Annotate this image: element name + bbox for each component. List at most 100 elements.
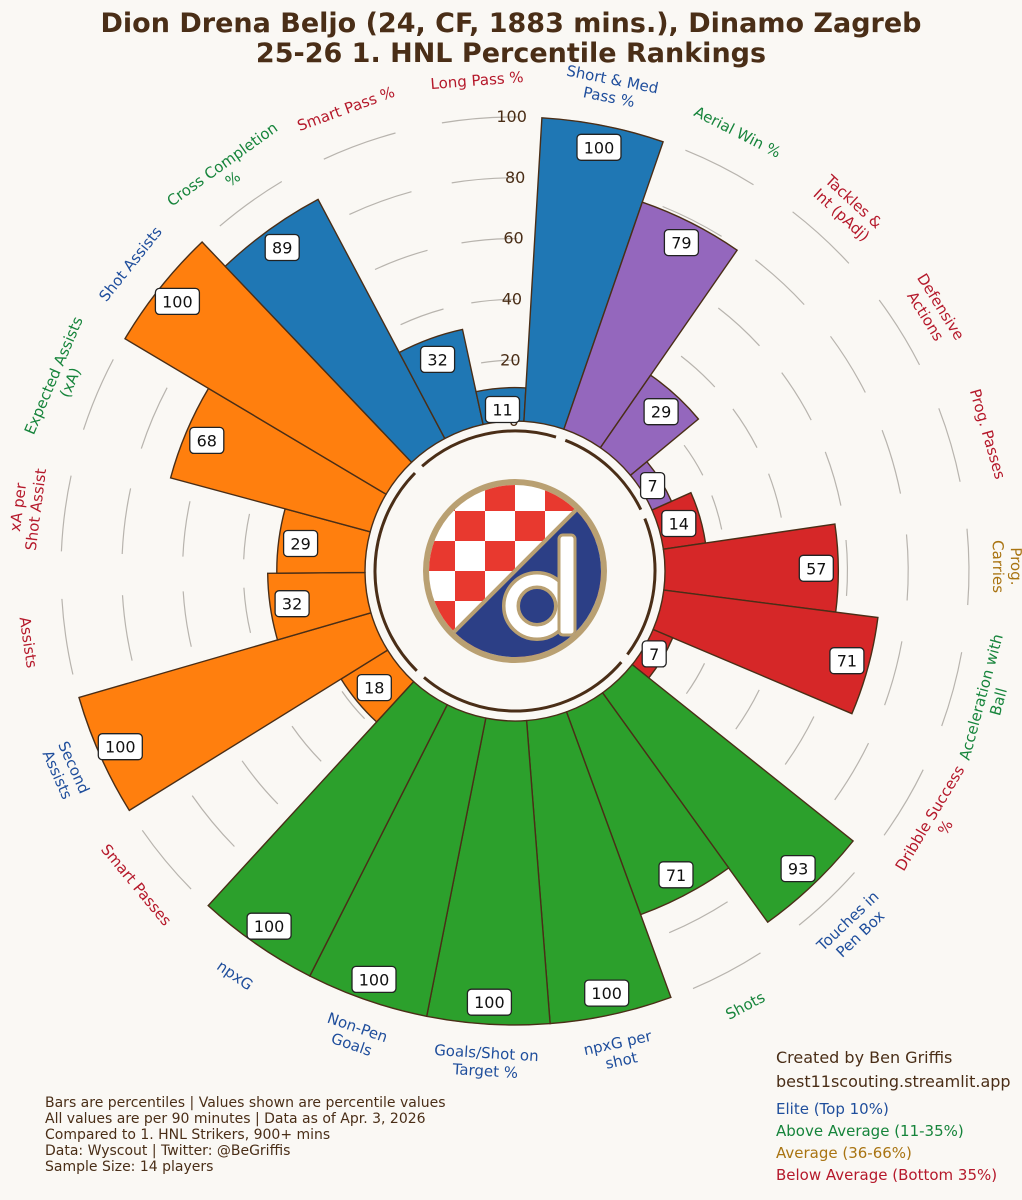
bar-short-med-pass- [523, 117, 664, 431]
value-label: 7 [649, 645, 659, 664]
grid-arc [182, 501, 191, 557]
value-label: 100 [474, 993, 505, 1012]
metric-label: Smart Passes [97, 841, 175, 930]
value-labels: 14 57 71 7 93 71 100 100 100 100 18 100 32 29 68 100 89 3… [97, 133, 865, 1016]
grid-arc [662, 205, 722, 237]
grid-arc [905, 534, 909, 601]
grid-arc [182, 591, 192, 647]
grid-arc [735, 689, 760, 730]
value-label-box [274, 590, 310, 618]
footer-line: Sample Size: 14 players [45, 1159, 213, 1175]
group-arc [626, 518, 657, 656]
group-arc [421, 429, 557, 468]
credit-author: Created by Ben Griffis [776, 1048, 952, 1067]
grid-arc [400, 308, 444, 326]
metric-label-line: Smart Passes [97, 841, 175, 930]
grid-arc [755, 259, 805, 306]
grid-arc [141, 829, 192, 890]
value-label-box [584, 979, 630, 1007]
bar-cross-completion- [224, 198, 446, 464]
grid-arc [668, 901, 728, 934]
metric-label-line: npxG [214, 957, 257, 994]
bar-second-assists [78, 611, 389, 812]
value-label-box [829, 647, 865, 675]
grid-arc [121, 488, 132, 555]
value-label: 14 [669, 515, 689, 534]
bar-npxg [207, 680, 449, 977]
value-label: 7 [648, 477, 658, 496]
metric-label-line: Shots [723, 988, 769, 1024]
metric-label-line: Dribble Success [892, 762, 969, 874]
value-label: 79 [671, 234, 691, 253]
footer-line: Bars are percentiles | Values shown are … [45, 1095, 445, 1111]
value-label: 29 [290, 535, 310, 554]
value-label-box [246, 912, 292, 940]
value-label: 100 [254, 917, 285, 936]
value-label: 100 [591, 984, 622, 1003]
value-label: 71 [666, 866, 686, 885]
metric-label: Cross Completion% [164, 119, 282, 211]
value-label-box [356, 673, 392, 702]
grid-arc [845, 539, 849, 596]
grid-arc [883, 769, 924, 836]
radial-tick-label: 40 [502, 290, 522, 309]
radial-tick-label: 100 [496, 107, 527, 126]
grid-arc [692, 952, 761, 990]
grid-arc [798, 872, 855, 926]
grid-arc [61, 598, 74, 675]
grid-arc [341, 691, 366, 720]
grid-arc [461, 237, 518, 244]
value-label-box [780, 854, 816, 883]
value-label: 100 [584, 138, 615, 157]
group-arc [373, 471, 418, 672]
metric-label: Expected Assists(xA) [21, 314, 87, 437]
value-label-box [641, 640, 667, 668]
grid-arc [121, 595, 133, 661]
grid-arc [834, 742, 870, 801]
metric-label-line: Prog. [1007, 547, 1022, 585]
grid-arc [349, 191, 412, 215]
value-label-box [484, 395, 521, 424]
radial-tick-label: 80 [505, 168, 525, 187]
value-label: 100 [162, 292, 193, 311]
metric-label: Prog.Carries [989, 540, 1022, 593]
value-label: 57 [806, 559, 826, 578]
metric-label-line: Smart Pass % [295, 83, 397, 135]
grid-arc [374, 249, 428, 271]
grid-arc [717, 307, 760, 347]
metric-label-line: Prog. Passes [966, 387, 1009, 482]
grid-arc [781, 372, 812, 421]
value-label: 100 [359, 970, 390, 989]
metric-label: Smart Pass % [295, 83, 397, 135]
radial-tick-label: 20 [500, 350, 520, 369]
grid-arc [191, 795, 235, 847]
value-label-box [658, 861, 694, 889]
tier-legend: Elite (Top 10%) Above Average (11-35%) A… [776, 1100, 997, 1184]
grid-arc [881, 429, 902, 494]
metric-label-line: Carries [989, 540, 1007, 593]
metric-label: Dribble Success% [892, 762, 969, 874]
metric-label: Assists [16, 616, 41, 670]
metric-label: Prog. Passes [966, 387, 1009, 482]
grid-arc [784, 716, 815, 765]
grid-arc [966, 528, 970, 606]
metric-label: Long Pass % [430, 68, 524, 93]
grid-arc [878, 299, 921, 366]
value-label-box [639, 471, 666, 500]
value-label-box [264, 233, 300, 262]
credit-site: best11scouting.streamlit.app [776, 1072, 1011, 1091]
legend-above-average: Above Average (11-35%) [776, 1122, 964, 1140]
metric-label-line: Assists [16, 616, 41, 670]
metric-label-line: Long Pass % [430, 68, 524, 93]
grid-arc [685, 149, 754, 186]
footer-line: Data: Wyscout | Twitter: @BeGriffis [45, 1143, 290, 1159]
value-label-box [189, 426, 225, 455]
crest-check [455, 571, 485, 601]
